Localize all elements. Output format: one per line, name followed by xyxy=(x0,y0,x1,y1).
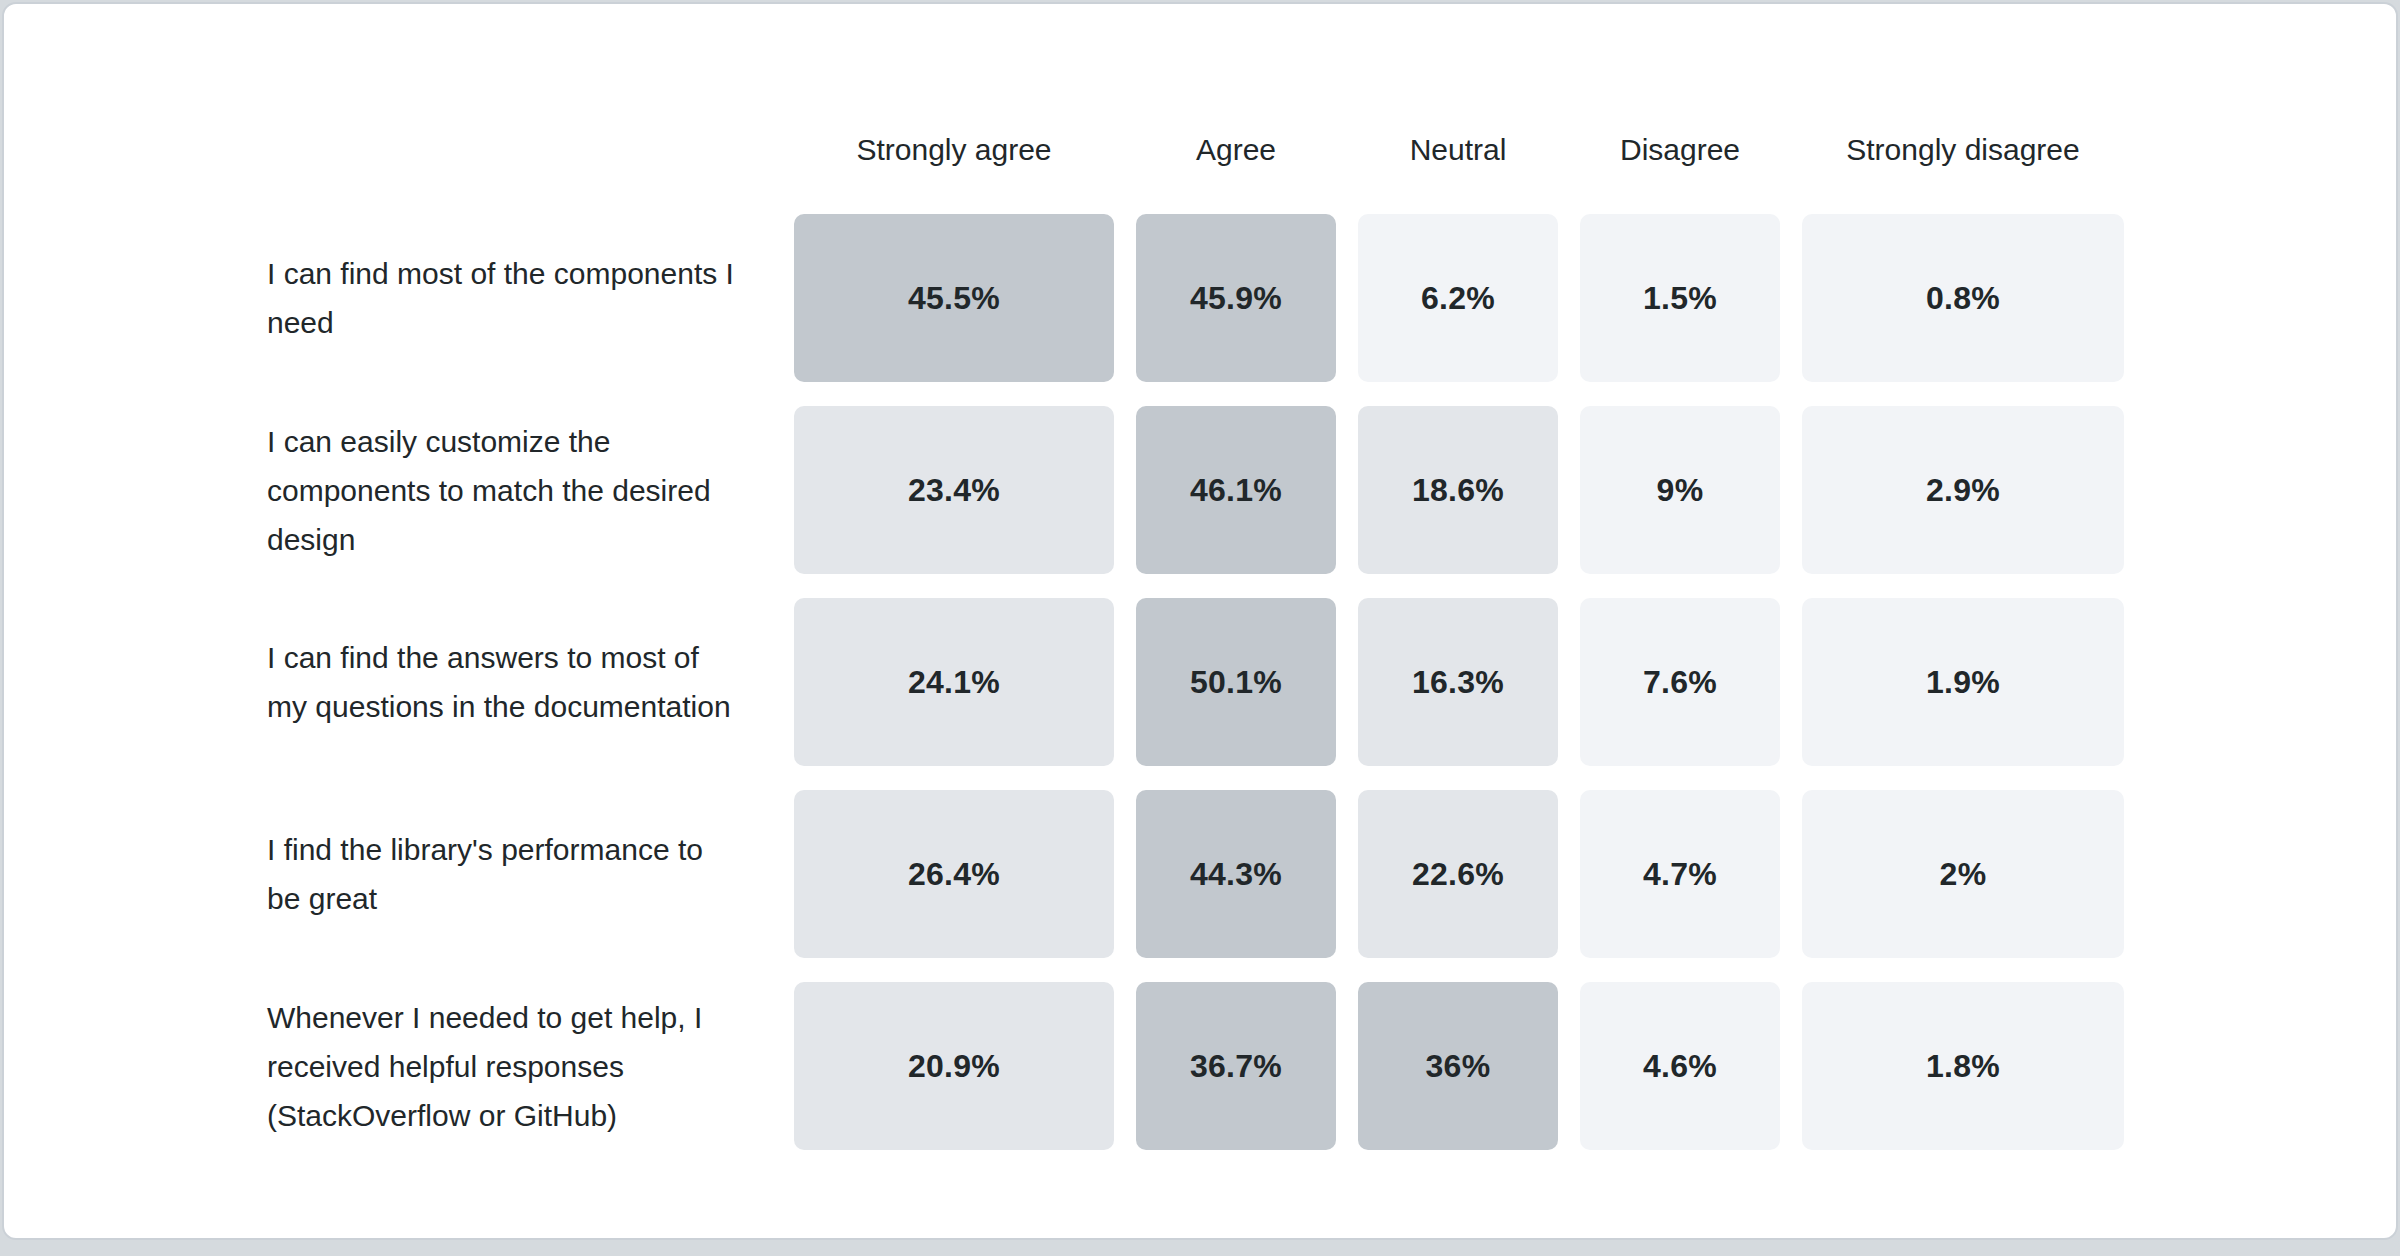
heatmap-cell: 46.1% xyxy=(1136,406,1336,574)
heatmap-cell: 23.4% xyxy=(794,406,1114,574)
heatmap-cell: 7.6% xyxy=(1580,598,1780,766)
heatmap-cell: 2.9% xyxy=(1802,406,2124,574)
row-label-4: I find the library's performance to be g… xyxy=(267,790,772,958)
page-background: { "page": { "background_color": "#d5dade… xyxy=(0,0,2400,1256)
heatmap-cell: 9% xyxy=(1580,406,1780,574)
heatmap-cell: 22.6% xyxy=(1358,790,1558,958)
column-header-2: Agree xyxy=(1136,110,1336,190)
heatmap-cell: 18.6% xyxy=(1358,406,1558,574)
heatmap-cell: 16.3% xyxy=(1358,598,1558,766)
heatmap-cell: 26.4% xyxy=(794,790,1114,958)
heatmap-cell: 2% xyxy=(1802,790,2124,958)
survey-results-card: Strongly agree Agree Neutral Disagree Strong… xyxy=(2,2,2398,1240)
column-header-1: Strongly agree xyxy=(794,110,1114,190)
heatmap-cell: 4.6% xyxy=(1580,982,1780,1150)
heatmap-cell: 45.5% xyxy=(794,214,1114,382)
heatmap-cell: 20.9% xyxy=(794,982,1114,1150)
likert-heatmap-table: Strongly agree Agree Neutral Disagree Strong… xyxy=(267,110,2124,1150)
heatmap-cell: 24.1% xyxy=(794,598,1114,766)
heatmap-cell: 44.3% xyxy=(1136,790,1336,958)
heatmap-cell: 45.9% xyxy=(1136,214,1336,382)
row-label-1: I can find most of the components I need xyxy=(267,214,772,382)
column-header-5: Strongly disagree xyxy=(1802,110,2124,190)
heatmap-cell: 6.2% xyxy=(1358,214,1558,382)
heatmap-cell: 36% xyxy=(1358,982,1558,1150)
heatmap-cell: 36.7% xyxy=(1136,982,1336,1150)
row-label-2: I can easily customize the components to… xyxy=(267,406,772,574)
table-corner-spacer xyxy=(267,110,772,190)
row-label-5: Whenever I needed to get help, I receive… xyxy=(267,982,772,1150)
heatmap-cell: 50.1% xyxy=(1136,598,1336,766)
column-header-4: Disagree xyxy=(1580,110,1780,190)
heatmap-cell: 1.9% xyxy=(1802,598,2124,766)
heatmap-cell: 4.7% xyxy=(1580,790,1780,958)
column-header-3: Neutral xyxy=(1358,110,1558,190)
heatmap-cell: 1.5% xyxy=(1580,214,1780,382)
row-label-3: I can find the answers to most of my que… xyxy=(267,598,772,766)
heatmap-cell: 1.8% xyxy=(1802,982,2124,1150)
heatmap-cell: 0.8% xyxy=(1802,214,2124,382)
